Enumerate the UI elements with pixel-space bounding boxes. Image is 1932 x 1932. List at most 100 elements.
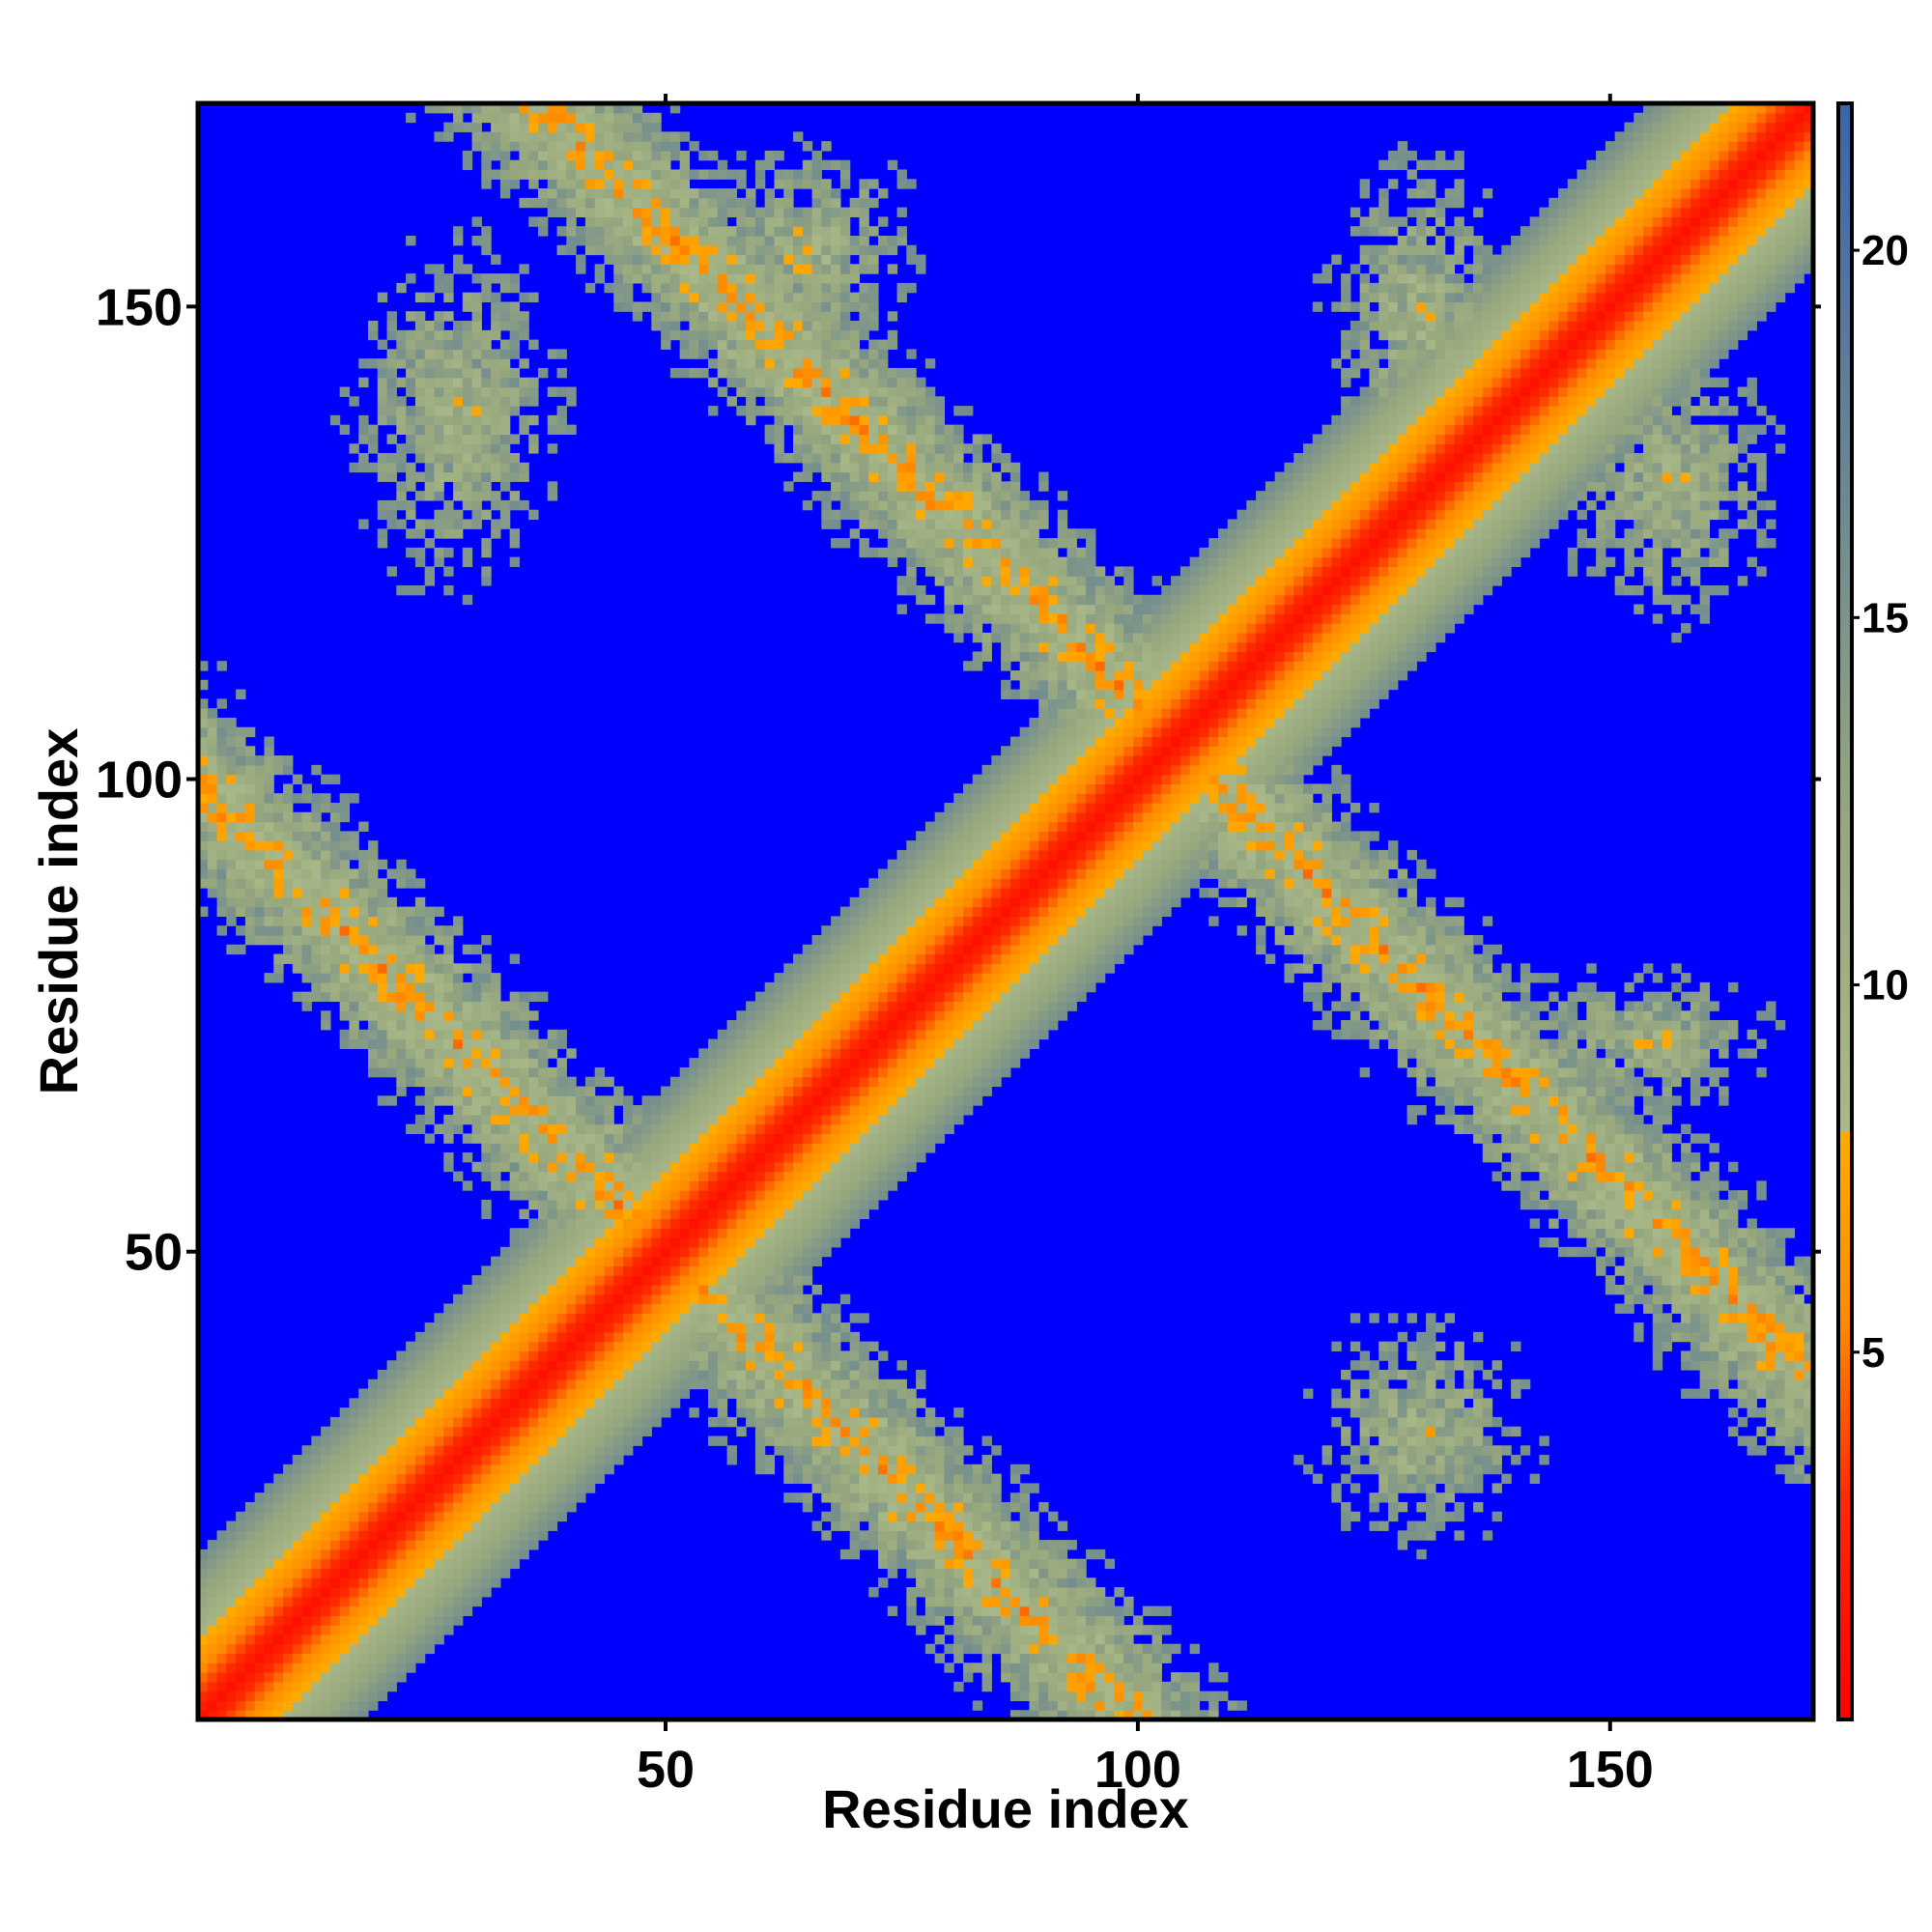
heatmap-cell [1123,1672,1134,1683]
heatmap-cell [981,1548,992,1560]
heatmap-cell [754,1360,766,1371]
heatmap-cell [396,1548,407,1560]
heatmap-cell [471,1398,482,1408]
heatmap-cell [244,1605,256,1616]
heatmap-cell [651,1398,662,1408]
heatmap-cell [878,1445,889,1456]
heatmap-cell [538,1256,549,1266]
heatmap-cell [868,1086,879,1096]
heatmap-cell [481,1360,492,1371]
heatmap-cell [1388,1038,1399,1049]
heatmap-cell [868,1133,879,1144]
heatmap-cell [216,1672,227,1683]
heatmap-cell [1548,1105,1559,1116]
heatmap-cell [1596,1151,1606,1163]
heatmap-cell [396,1350,407,1361]
heatmap-cell [689,1133,699,1144]
heatmap-cell [339,1501,351,1513]
heatmap-cell [896,1388,907,1399]
heatmap-cell [774,1161,784,1173]
heatmap-cell [491,1048,501,1059]
heatmap-cell [1029,1577,1039,1588]
heatmap-cell [556,1208,567,1220]
heatmap-cell [708,1123,719,1135]
heatmap-cell [623,1370,634,1380]
heatmap-cell [1076,1710,1087,1720]
heatmap-cell [377,1463,388,1475]
heatmap-cell [1001,1058,1011,1068]
heatmap-cell [594,1105,606,1116]
heatmap-cell [1397,1416,1408,1428]
heatmap-cell [1151,1605,1162,1616]
heatmap-cell [849,1171,861,1181]
heatmap-cell [1142,1710,1153,1720]
heatmap-cell [1652,1341,1663,1352]
heatmap-cell [793,1313,804,1323]
heatmap-cell [736,1284,747,1295]
heatmap-cell [1066,1653,1077,1663]
heatmap-cell [1681,1190,1691,1201]
heatmap-cell [254,1530,266,1541]
heatmap-cell [1321,1020,1332,1031]
heatmap-cell [679,1256,691,1266]
heatmap-cell [1539,1048,1549,1059]
heatmap-cell [471,1048,482,1059]
heatmap-cell [811,1435,822,1446]
heatmap-cell [1747,1407,1757,1418]
heatmap-cell [396,1416,407,1428]
heatmap-cell [1104,1643,1116,1655]
heatmap-cell [396,1038,407,1049]
heatmap-cell [1104,1596,1116,1607]
heatmap-cell [491,1095,501,1106]
heatmap-cell [774,1388,784,1399]
heatmap-cell [1520,1445,1531,1456]
heatmap-cell [963,1662,974,1673]
heatmap-cell [339,1653,351,1663]
heatmap-cell [849,1313,861,1323]
heatmap-cell [538,1228,549,1238]
heatmap-cell [471,1455,482,1465]
heatmap-cell [519,1010,529,1021]
heatmap-cell [613,1284,624,1295]
heatmap-cell [604,1388,614,1399]
heatmap-cell [1567,1199,1578,1210]
heatmap-cell [1520,1143,1531,1153]
heatmap-cell [1577,1105,1587,1116]
heatmap-cell [1426,1331,1436,1343]
heatmap-cell [1076,1596,1087,1607]
heatmap-cell [783,1058,794,1068]
heatmap-cell [1614,1190,1626,1201]
heatmap-cell [1463,1378,1474,1390]
heatmap-cell [1511,1143,1521,1153]
heatmap-cell [368,1634,379,1645]
heatmap-cell [1596,1095,1606,1106]
heatmap-cell [1775,1388,1786,1399]
heatmap-cell [623,1398,634,1408]
heatmap-cell [726,1143,737,1153]
heatmap-cell [944,1568,954,1578]
heatmap-cell [1690,1048,1701,1059]
heatmap-cell [386,1558,397,1570]
heatmap-cell [349,1587,359,1598]
heatmap-cell [462,1058,473,1068]
heatmap-cell [216,1625,227,1635]
heatmap-cell [216,1690,227,1702]
heatmap-cell [1397,1370,1408,1380]
heatmap-cell [321,1625,331,1635]
heatmap-cell [764,1151,776,1163]
heatmap-cell [406,1398,416,1408]
heatmap-cell [1076,1568,1087,1578]
heatmap-cell [339,1625,351,1635]
heatmap-cell [556,1143,567,1153]
heatmap-cell [1501,1048,1512,1059]
heatmap-cell [1784,1228,1796,1238]
heatmap-cell [1416,1331,1427,1343]
heatmap-cell [273,1672,284,1683]
heatmap-cell [1104,1690,1116,1702]
heatmap-cell [632,1313,643,1323]
heatmap-cell [991,1010,1002,1021]
heatmap-cell [368,1548,379,1560]
heatmap-cell [661,1190,671,1201]
heatmap-cell [689,1322,699,1333]
heatmap-cell [283,1540,294,1550]
